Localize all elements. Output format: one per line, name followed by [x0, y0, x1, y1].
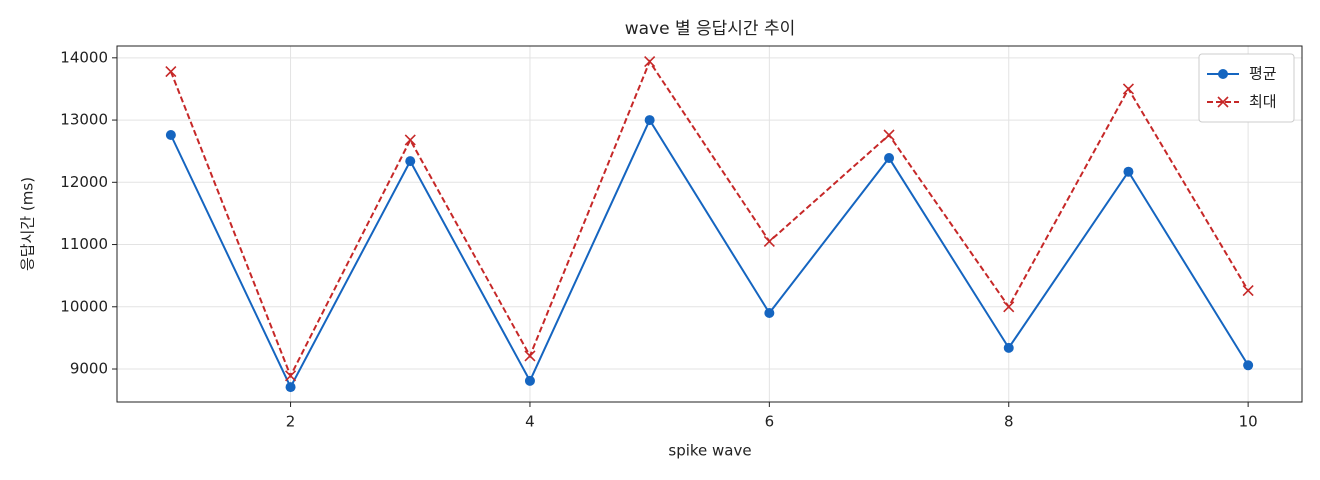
data-point — [165, 65, 177, 78]
x-tick-label: 8 — [1004, 413, 1014, 431]
data-point — [285, 382, 296, 393]
y-tick-label: 11000 — [60, 235, 108, 253]
data-point — [1003, 342, 1014, 353]
data-point — [763, 235, 775, 247]
legend-marker — [1218, 69, 1228, 79]
data-point — [884, 153, 895, 164]
y-tick-label: 9000 — [70, 360, 108, 378]
legend-label: 평균 — [1249, 65, 1277, 83]
x-axis-label: spike wave — [668, 442, 751, 460]
x-tick-label: 10 — [1239, 413, 1258, 431]
data-point — [404, 134, 416, 146]
data-point — [1242, 285, 1254, 297]
y-tick-label: 13000 — [60, 111, 108, 129]
x-tick-label: 6 — [765, 413, 775, 431]
data-point — [524, 350, 536, 362]
y-axis-label: 응답시간 (ms) — [19, 177, 37, 271]
data-point — [1243, 360, 1254, 371]
series-line — [169, 59, 1249, 379]
data-point — [764, 308, 775, 318]
y-tick-label: 12000 — [60, 173, 108, 191]
x-tick-label: 2 — [286, 413, 296, 431]
series-line — [169, 117, 1249, 390]
data-point — [165, 130, 176, 140]
data-point — [1003, 301, 1015, 313]
x-tick-label: 4 — [525, 413, 535, 431]
data-point — [644, 115, 655, 126]
data-point — [1122, 83, 1135, 95]
data-point — [284, 370, 297, 382]
y-tick-label: 14000 — [60, 48, 108, 66]
data-point — [644, 55, 656, 68]
chart-title: wave 별 응답시간 추이 — [625, 19, 796, 39]
legend-box — [1198, 53, 1295, 123]
data-point — [524, 375, 535, 386]
data-point — [405, 156, 416, 167]
legend-label: 최대 — [1249, 93, 1277, 111]
y-tick-label: 10000 — [60, 297, 108, 315]
data-point — [883, 129, 895, 141]
plot-frame — [116, 45, 1303, 403]
data-point — [1123, 166, 1134, 177]
legend-marker — [1217, 96, 1229, 108]
